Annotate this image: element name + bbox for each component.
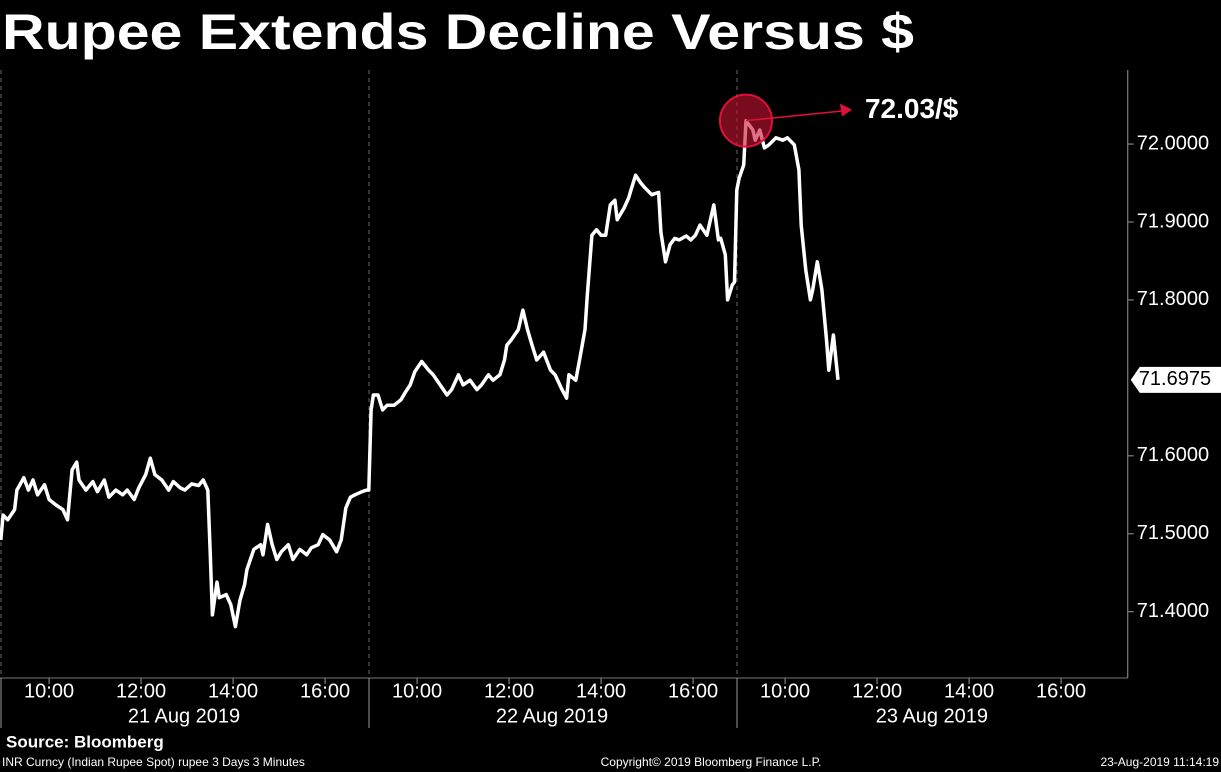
chart-title: Rupee Extends Decline Versus $ xyxy=(2,4,914,60)
y-tick-label: 72.0000 xyxy=(1137,132,1209,154)
x-tick-label: 12:00 xyxy=(116,680,166,702)
annotation-text: 72.03/$ xyxy=(865,93,959,124)
x-tick-label: 14:00 xyxy=(208,680,258,702)
footer-left: INR Curncy (Indian Rupee Spot) rupee 3 D… xyxy=(2,755,305,769)
x-tick-label: 16:00 xyxy=(668,680,718,702)
x-tick-label: 10:00 xyxy=(392,680,442,702)
y-tick-label: 71.4000 xyxy=(1137,600,1209,622)
annotation-arrow xyxy=(745,109,847,122)
footer-right: 23-Aug-2019 11:14:19 xyxy=(1100,755,1219,769)
day-label: 21 Aug 2019 xyxy=(128,705,240,727)
day-label: 22 Aug 2019 xyxy=(496,705,608,727)
day-label: 23 Aug 2019 xyxy=(876,705,988,727)
x-tick-label: 12:00 xyxy=(484,680,534,702)
annotation-arrowhead xyxy=(839,103,852,117)
x-tick-label: 16:00 xyxy=(1036,680,1086,702)
y-tick-label: 71.6000 xyxy=(1137,444,1209,466)
x-tick-label: 10:00 xyxy=(760,680,810,702)
last-value-tag xyxy=(1130,366,1221,393)
x-tick-label: 12:00 xyxy=(852,680,902,702)
last-value-label: 71.6975 xyxy=(1139,368,1211,390)
x-tick-label: 10:00 xyxy=(24,680,74,702)
y-tick-label: 71.8000 xyxy=(1137,288,1209,310)
y-tick-label: 71.5000 xyxy=(1137,522,1209,544)
x-tick-label: 16:00 xyxy=(300,680,350,702)
price-line xyxy=(0,118,840,629)
y-tick-label: 71.9000 xyxy=(1137,210,1209,232)
source: Source: Bloomberg xyxy=(6,732,164,751)
footer-center: Copyright© 2019 Bloomberg Finance L.P. xyxy=(601,755,822,769)
x-tick-label: 14:00 xyxy=(576,680,626,702)
x-tick-label: 14:00 xyxy=(944,680,994,702)
